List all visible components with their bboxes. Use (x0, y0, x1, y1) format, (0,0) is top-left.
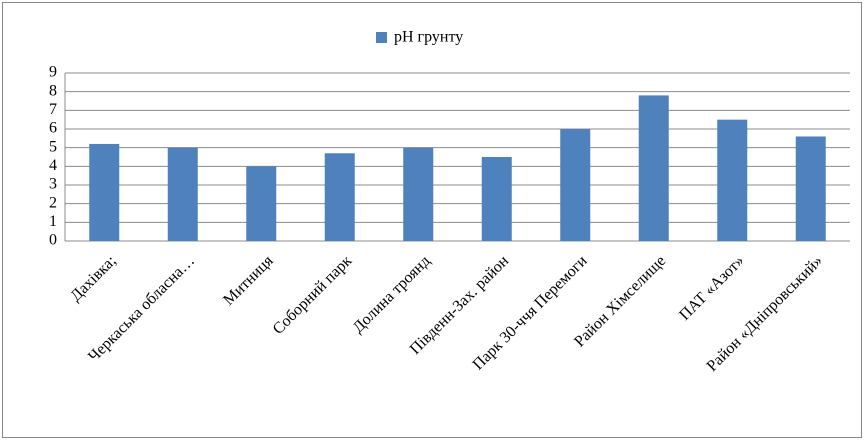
legend-swatch (376, 32, 387, 43)
legend: pH грунту (376, 29, 463, 46)
y-tick-label: 0 (49, 232, 57, 249)
y-tick-label: 4 (49, 157, 57, 174)
y-tick-label: 1 (49, 213, 57, 230)
bar (403, 147, 434, 241)
bar (167, 147, 198, 241)
bar (717, 119, 748, 241)
y-tick-label: 6 (49, 120, 57, 137)
bar (795, 136, 826, 241)
y-tick-label: 9 (49, 64, 57, 81)
y-tick-label: 7 (49, 101, 57, 118)
bar (560, 129, 591, 241)
y-tick-label: 3 (49, 176, 57, 193)
y-tick-label: 2 (49, 194, 57, 211)
bar (638, 95, 669, 242)
bar (481, 157, 512, 241)
y-tick-label: 8 (49, 82, 57, 99)
legend-label: pH грунту (394, 29, 463, 46)
bar (246, 166, 277, 241)
bar (324, 153, 355, 241)
bar (89, 143, 120, 241)
y-tick-label: 5 (49, 138, 57, 155)
